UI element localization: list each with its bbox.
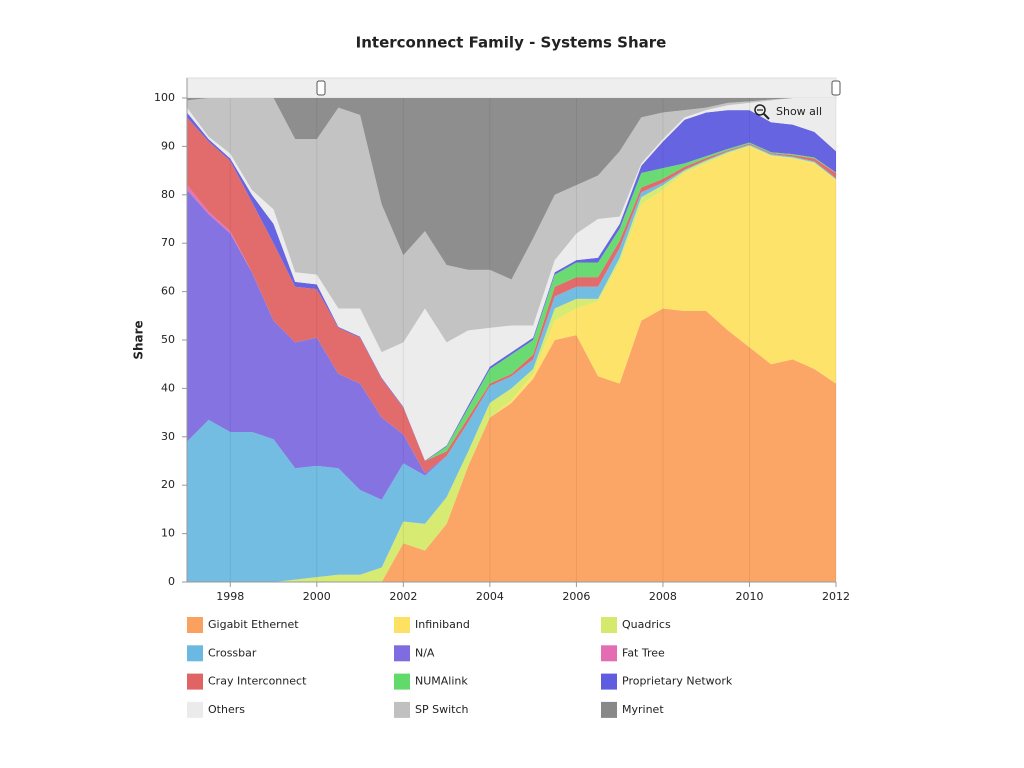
y-tick-label: 100 bbox=[154, 91, 175, 104]
plot-area bbox=[187, 98, 836, 583]
navigator-handle[interactable] bbox=[831, 80, 841, 96]
y-tick-label: 40 bbox=[161, 381, 175, 394]
legend-label: Crossbar bbox=[208, 646, 257, 659]
legend-swatch bbox=[601, 701, 617, 718]
legend-swatch bbox=[601, 673, 617, 690]
area bbox=[187, 110, 836, 461]
y-tick-label: 80 bbox=[161, 188, 175, 201]
chart-title: Interconnect Family - Systems Share bbox=[356, 34, 667, 52]
navigator[interactable] bbox=[186, 77, 837, 99]
y-tick-label: 30 bbox=[161, 430, 175, 443]
legend-swatch bbox=[187, 645, 203, 662]
legend-label: Myrinet bbox=[622, 703, 664, 716]
legend-swatch bbox=[394, 645, 410, 662]
y-tick-label: 60 bbox=[161, 285, 175, 298]
legend-label: Proprietary Network bbox=[622, 675, 733, 688]
x-tick-label: 1998 bbox=[216, 590, 244, 603]
legend-label: Others bbox=[208, 703, 245, 716]
legend-swatch bbox=[187, 617, 203, 633]
legend-swatch bbox=[601, 617, 617, 633]
y-tick-label: 10 bbox=[161, 527, 175, 540]
x-tick-label: 2004 bbox=[476, 590, 504, 603]
area bbox=[187, 144, 836, 583]
legend-label: Gigabit Ethernet bbox=[208, 618, 299, 631]
x-tick-label: 2010 bbox=[735, 590, 763, 603]
reset-zoom-label[interactable]: Show all bbox=[776, 105, 822, 118]
y-tick-label: 70 bbox=[161, 236, 175, 249]
legend-swatch bbox=[187, 673, 203, 690]
x-tick-label: 2012 bbox=[822, 590, 850, 603]
legend-label: Quadrics bbox=[622, 618, 671, 631]
area bbox=[187, 308, 836, 582]
x-tick-label: 2006 bbox=[562, 590, 590, 603]
legend-swatch bbox=[187, 701, 203, 718]
navigator-handle[interactable] bbox=[316, 80, 326, 96]
area bbox=[187, 98, 836, 353]
legend-label: Fat Tree bbox=[622, 646, 665, 659]
legend-swatch bbox=[394, 617, 410, 633]
area bbox=[187, 98, 836, 280]
y-tick-label: 0 bbox=[168, 575, 175, 588]
area bbox=[187, 144, 836, 500]
legend-label: Cray Interconnect bbox=[208, 675, 307, 688]
y-tick-label: 90 bbox=[161, 139, 175, 152]
legend-label: Infiniband bbox=[415, 618, 470, 631]
zoom-icon bbox=[754, 104, 766, 116]
y-tick-label: 50 bbox=[161, 333, 175, 346]
area bbox=[187, 146, 836, 582]
y-tick-label: 20 bbox=[161, 478, 175, 491]
x-tick-label: 2000 bbox=[303, 590, 331, 603]
reset-zoom[interactable]: Show all bbox=[754, 104, 822, 120]
area bbox=[187, 98, 836, 461]
legend-swatch bbox=[394, 673, 410, 690]
area bbox=[187, 117, 836, 474]
legend-label: NUMAlink bbox=[415, 675, 468, 688]
x-tick-label: 2008 bbox=[649, 590, 677, 603]
legend-swatch bbox=[601, 645, 617, 662]
zoom-icon bbox=[763, 113, 770, 120]
x-tick-label: 2002 bbox=[389, 590, 417, 603]
legend-swatch bbox=[394, 701, 410, 718]
legend-label: N/A bbox=[415, 646, 435, 659]
legend-label: SP Switch bbox=[415, 703, 469, 716]
y-axis-label: Share bbox=[132, 320, 146, 359]
